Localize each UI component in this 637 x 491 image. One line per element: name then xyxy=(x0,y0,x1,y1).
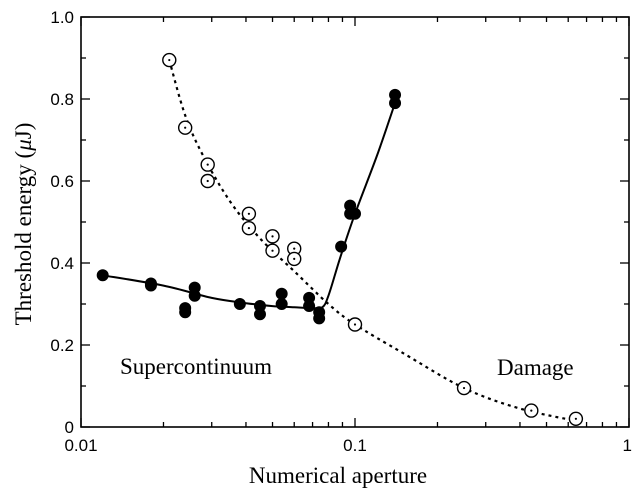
axis-ticks xyxy=(80,16,630,428)
y-tick-label: 0.8 xyxy=(50,90,74,109)
y-tick-label: 1.0 xyxy=(50,8,74,27)
annotation-supercontinuum: Supercontinuum xyxy=(120,354,272,379)
open-data-point-center xyxy=(353,323,357,326)
filled-data-point xyxy=(233,298,246,310)
tick-labels: 0.01 0.1 1 0 0.2 0.4 0.6 0.8 1.0 xyxy=(50,8,632,455)
y-tick-label: 0 xyxy=(65,418,74,437)
open-data-point-center xyxy=(462,386,466,390)
filled-data-point xyxy=(275,287,288,300)
open-data-point-center xyxy=(574,417,577,420)
filled-data-point xyxy=(179,306,192,319)
y-axis-title-main: Threshold energy ( xyxy=(11,151,36,326)
filled-data-point xyxy=(275,298,288,310)
y-axis-title-end: J) xyxy=(11,123,36,140)
filled-data-point xyxy=(349,207,361,220)
open-data-point-center xyxy=(206,179,209,183)
filled-data-point xyxy=(303,300,316,313)
annotation-damage: Damage xyxy=(497,355,574,380)
x-tick-label: 0.01 xyxy=(64,436,97,455)
filled-data-point xyxy=(335,240,348,253)
filled-data-point xyxy=(144,279,157,292)
open-data-point-center xyxy=(293,257,296,260)
damage-fit-line xyxy=(168,59,577,422)
open-data-point-center xyxy=(247,212,251,215)
open-data-point-center xyxy=(168,58,171,62)
y-axis-title-mu: μ xyxy=(11,139,36,152)
filled-data-point xyxy=(253,308,266,321)
x-tick-label: 0.1 xyxy=(343,436,367,455)
open-data-point-center xyxy=(247,227,251,230)
open-data-point-center xyxy=(271,249,274,252)
open-data-point-center xyxy=(530,409,533,412)
y-tick-label: 0.6 xyxy=(50,172,74,191)
open-data-point-center xyxy=(184,126,187,129)
open-data-point-center xyxy=(271,235,274,238)
open-data-point-center xyxy=(293,247,296,250)
filled-data-point xyxy=(96,269,109,282)
x-tick-label: 1 xyxy=(623,436,632,455)
markers xyxy=(96,52,584,426)
y-axis-title: Threshold energy (μJ) xyxy=(11,123,36,326)
filled-data-point xyxy=(188,289,201,302)
open-data-point-center xyxy=(206,163,209,166)
y-tick-label: 0.2 xyxy=(50,336,74,355)
x-axis-title: Numerical aperture xyxy=(249,463,427,488)
filled-data-point xyxy=(313,312,326,325)
filled-data-point xyxy=(389,97,402,110)
y-tick-label: 0.4 xyxy=(50,254,74,273)
